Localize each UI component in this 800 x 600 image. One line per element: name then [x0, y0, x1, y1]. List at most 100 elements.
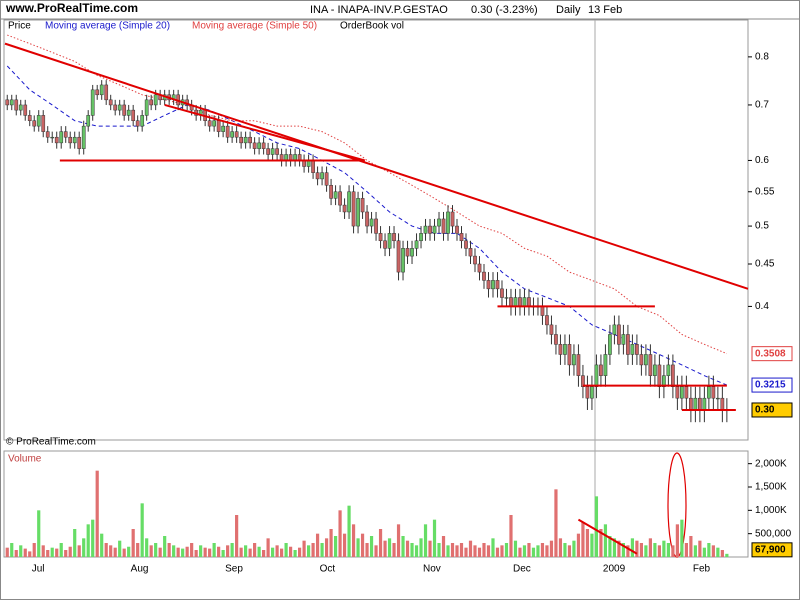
volume-bar [293, 550, 297, 557]
candle-body [126, 109, 131, 116]
volume-bar [378, 529, 383, 557]
y-tick-label: 0.5 [755, 221, 769, 232]
volume-bar [563, 543, 567, 557]
volume-bar [266, 538, 270, 557]
candle-body [369, 218, 374, 227]
volume-bar [554, 489, 558, 557]
candle-body [135, 120, 140, 127]
candle-body [450, 211, 455, 227]
volume-bar [437, 543, 441, 557]
volume-bar [617, 540, 621, 557]
volume-bar [262, 550, 266, 557]
moving-average [7, 34, 728, 355]
volume-bar [275, 545, 279, 557]
candle-body [9, 99, 14, 106]
candle-body [401, 248, 405, 273]
volume-bar [203, 547, 207, 557]
volume-bar [500, 545, 504, 557]
last-value-label: 0.3508 [755, 348, 786, 359]
candle-body [239, 136, 243, 144]
quote: 0.30 (-3.23%) [471, 4, 538, 16]
candle-body [77, 136, 82, 149]
candle-body [441, 218, 446, 234]
candle-body [243, 136, 248, 144]
volume-bar [212, 543, 216, 557]
volume-bar [549, 540, 554, 557]
volume-bar [626, 545, 630, 557]
trendline [164, 103, 366, 162]
candle-body [252, 142, 257, 149]
volume-bar [347, 505, 351, 557]
candle-body [342, 204, 347, 213]
candle-body [545, 315, 549, 326]
volume-bar [320, 543, 324, 557]
volume-bar [689, 536, 693, 557]
candle-body [18, 104, 23, 111]
x-tick-label: Jul [32, 564, 45, 575]
candle-body [446, 211, 450, 234]
last-value-label: 0.30 [755, 405, 775, 416]
y-tick-label: 2,000K [755, 458, 787, 469]
candle-body [558, 344, 563, 355]
candle-body [374, 218, 378, 234]
candle-body [23, 104, 28, 116]
volume-bar [5, 547, 9, 557]
candle-body [36, 115, 41, 127]
volume-bar [558, 538, 563, 557]
volume-bar [315, 533, 320, 557]
volume-bar [86, 524, 90, 557]
candle-body [621, 334, 626, 345]
volume-bar [226, 545, 230, 557]
candle-body [311, 160, 315, 173]
volume-bar [217, 546, 221, 557]
volume-bar [41, 545, 45, 557]
volume-bar [410, 543, 414, 557]
trendline [577, 518, 638, 555]
volume-bar [230, 543, 234, 557]
candle-body [45, 131, 50, 138]
candle-body [117, 104, 122, 111]
candle-body [365, 211, 369, 227]
candle-body [270, 148, 275, 155]
legend-price: Price [8, 21, 31, 32]
candle-body [221, 125, 225, 132]
candle-body [410, 248, 414, 257]
volume-bar [360, 533, 365, 557]
candle-body [522, 297, 527, 307]
candle-body [68, 136, 73, 144]
candle-body [59, 131, 64, 144]
volume-bar [311, 543, 315, 557]
volume-bar [473, 545, 477, 557]
copyright: © ProRealTime.com [6, 437, 96, 448]
y-tick-label: 0.4 [755, 301, 769, 312]
volume-bar [455, 545, 459, 557]
last-value-box [751, 542, 793, 558]
volume-bar [127, 546, 131, 557]
candle-body [315, 172, 320, 180]
candle-body [567, 344, 572, 366]
candle-body [99, 84, 104, 96]
moving-average [6, 65, 728, 386]
volume-bar [423, 524, 428, 557]
y-tick-label: 500,000 [755, 528, 792, 539]
volume-bar [482, 543, 486, 557]
volume-bar [401, 536, 405, 557]
volume-bar [28, 551, 32, 557]
volume-bar [630, 538, 635, 557]
volume-bar [163, 536, 167, 557]
x-tick-label: Sep [225, 564, 243, 575]
trendline [4, 42, 749, 290]
volume-bar [707, 543, 711, 557]
candle-body [266, 148, 270, 155]
y-tick-label: 0.8 [755, 52, 769, 63]
date: 13 Feb [588, 4, 622, 16]
candle-body [383, 240, 387, 249]
volume-bar [23, 548, 27, 557]
volume-bar [176, 547, 180, 557]
volume-bar [280, 548, 284, 557]
volume-bar [513, 540, 518, 557]
y-tick-label: 0.45 [755, 259, 775, 270]
volume-bar [662, 540, 666, 557]
candle-body [50, 136, 55, 139]
candle-body [108, 99, 113, 106]
